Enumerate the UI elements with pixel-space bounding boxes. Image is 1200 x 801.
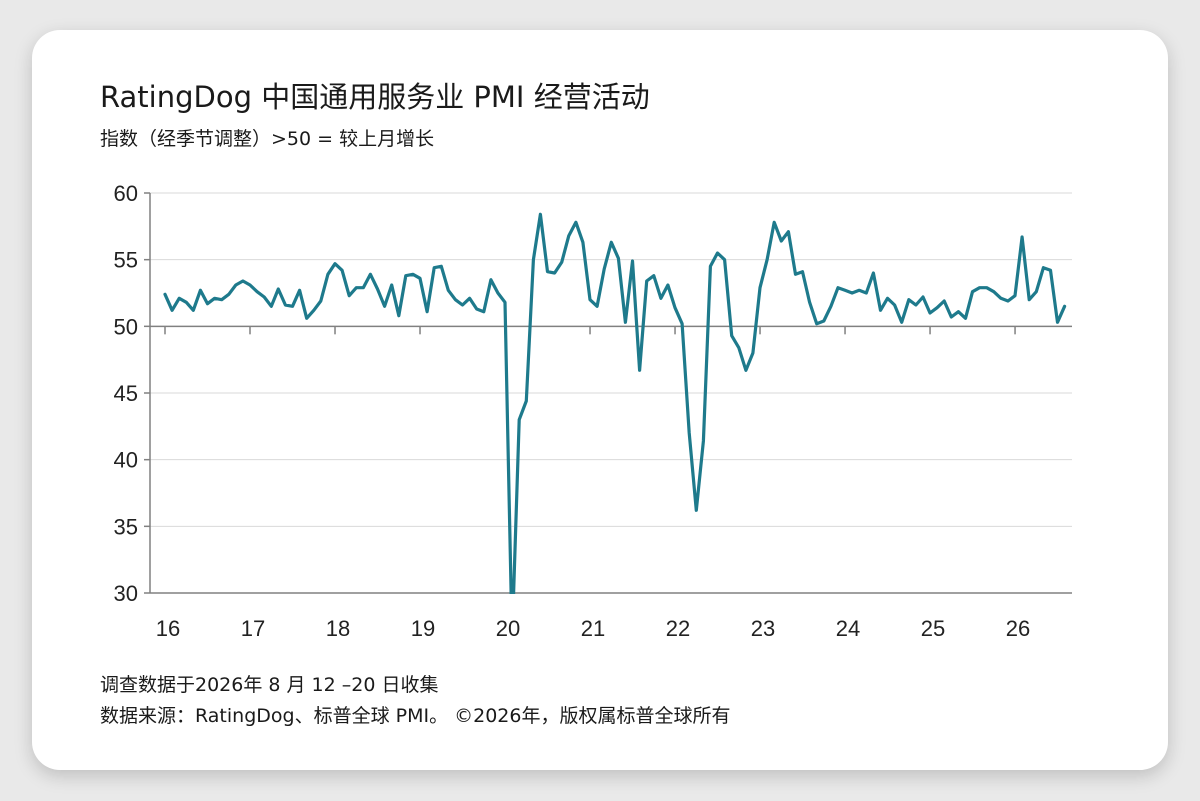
x-tick-label: 21 xyxy=(581,616,605,641)
footnote-source: 数据来源：RatingDog、标普全球 PMI。 ©2026年，版权属标普全球所… xyxy=(100,705,731,727)
chart-subtitle: 指数（经季节调整）>50 = 较上月增长 xyxy=(100,128,435,150)
tick-labels: 30 35 40 45 50 55 60 16 17 18 19 20 21 22 23 24 25 26 xyxy=(114,181,1031,641)
y-tick-label: 50 xyxy=(114,314,138,339)
y-tick-label: 55 xyxy=(114,248,138,273)
x-tick-label: 26 xyxy=(1006,616,1030,641)
pmi-series-line xyxy=(163,212,1067,594)
x-tick-label: 24 xyxy=(836,616,860,641)
grid-lines xyxy=(150,192,1072,527)
x-tick-label: 19 xyxy=(411,616,435,641)
axes xyxy=(144,192,1072,594)
y-tick-label: 60 xyxy=(114,181,138,206)
x-tick-label: 17 xyxy=(241,616,265,641)
x-tick-label: 16 xyxy=(156,616,180,641)
footnote-survey-dates: 调查数据于2026年 8 月 12 –20 日收集 xyxy=(100,674,439,696)
chart-title: RatingDog 中国通用服务业 PMI 经营活动 xyxy=(100,80,650,114)
x-tick-label: 18 xyxy=(326,616,350,641)
chart-card xyxy=(32,30,1168,770)
y-tick-label: 40 xyxy=(114,448,138,473)
y-tick-label: 30 xyxy=(114,581,138,606)
series-layer xyxy=(163,212,1067,594)
x-tick-label: 23 xyxy=(751,616,775,641)
x-tick-label: 20 xyxy=(496,616,520,641)
y-tick-label: 35 xyxy=(114,514,138,539)
y-tick-label: 45 xyxy=(114,381,138,406)
x-tick-label: 22 xyxy=(666,616,690,641)
x-tick-label: 25 xyxy=(921,616,945,641)
